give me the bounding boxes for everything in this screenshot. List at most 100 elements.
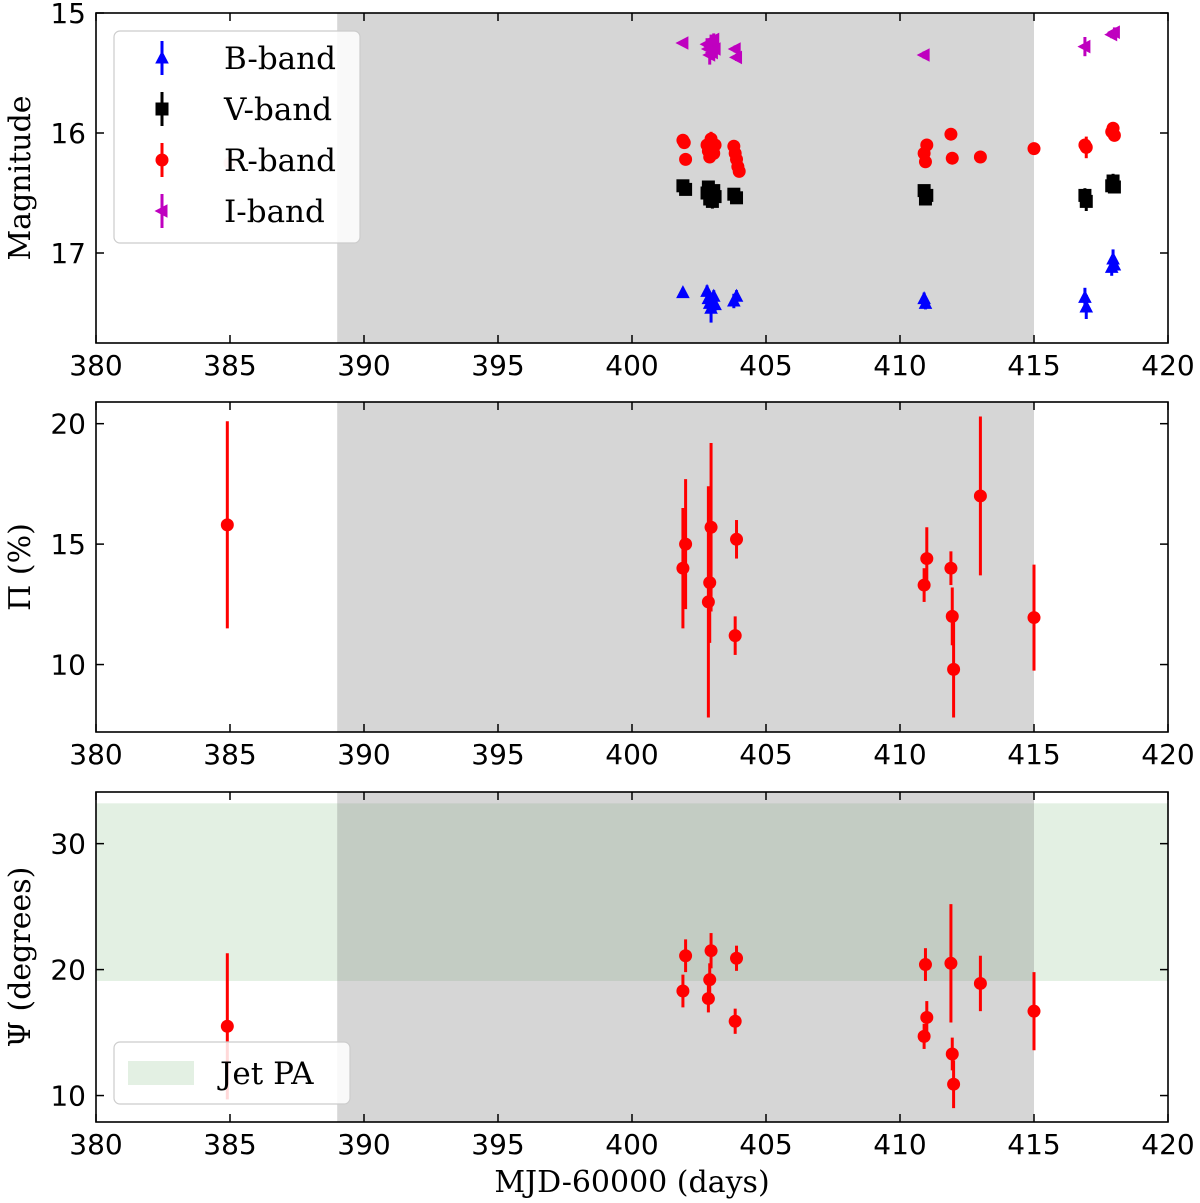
data-point xyxy=(945,151,959,165)
legend: B-band V-band R-band I-band xyxy=(113,30,361,244)
data-point xyxy=(729,288,744,302)
legend-marker xyxy=(155,102,169,116)
data-point xyxy=(920,138,934,152)
data-point xyxy=(918,155,932,169)
series-v-band xyxy=(676,173,1121,211)
data-point xyxy=(701,992,715,1006)
data-point xyxy=(973,489,987,503)
data-point xyxy=(679,949,693,963)
data-point xyxy=(730,532,744,546)
data-point xyxy=(1079,140,1093,154)
data-point xyxy=(679,182,693,196)
data-point xyxy=(945,1047,959,1061)
data-point xyxy=(1107,180,1121,194)
x-tick-label: 390 xyxy=(337,1128,390,1161)
x-tick-label: 420 xyxy=(1141,349,1194,382)
data-point xyxy=(708,297,722,311)
data-point xyxy=(732,164,746,178)
data-point xyxy=(727,42,741,56)
data-point xyxy=(944,127,958,141)
y-tick-label: 15 xyxy=(50,528,86,561)
x-tick-label: 380 xyxy=(69,349,122,382)
legend-label: V-band xyxy=(223,92,332,128)
data-point xyxy=(729,50,743,65)
series-r-band xyxy=(220,904,1041,1109)
data-point xyxy=(679,537,693,551)
data-point xyxy=(708,190,722,204)
data-point xyxy=(918,295,933,309)
data-point xyxy=(703,973,717,987)
data-point xyxy=(1027,1004,1041,1018)
data-point xyxy=(676,285,690,299)
data-point xyxy=(920,552,934,566)
panel-polarization-angle: 380 385 390 395 400 405 410 415 420 10 20 30 Ψ (degr… xyxy=(3,791,1195,1200)
x-tick-label: 395 xyxy=(471,1128,524,1161)
x-tick-label: 385 xyxy=(203,738,256,771)
data-point xyxy=(1079,299,1094,313)
legend-label: Jet PA xyxy=(217,1056,314,1092)
jet-pa-band xyxy=(96,803,1168,981)
x-tick-label: 405 xyxy=(739,1128,792,1161)
x-tick-label: 400 xyxy=(605,349,658,382)
data-point xyxy=(704,520,718,534)
data-point xyxy=(973,976,987,990)
data-point xyxy=(220,1019,234,1033)
data-point xyxy=(947,1077,961,1091)
shaded-interval xyxy=(337,13,1034,343)
data-point xyxy=(1107,128,1121,142)
data-point xyxy=(677,136,691,150)
legend-label: B-band xyxy=(224,41,336,77)
x-tick-label: 390 xyxy=(337,349,390,382)
x-tick-label: 400 xyxy=(605,738,658,771)
y-tick-label: 10 xyxy=(50,649,86,682)
data-point xyxy=(700,283,714,297)
series-i-band xyxy=(675,25,1120,65)
data-point xyxy=(1027,142,1041,156)
panel-polarization-degree: 380 385 390 395 400 405 410 415 420 10 15 20 Π (%) xyxy=(3,401,1195,771)
legend: Jet PA xyxy=(113,1041,351,1105)
x-tick-label: 405 xyxy=(739,738,792,771)
data-point xyxy=(675,36,689,50)
data-point xyxy=(679,152,693,166)
data-point xyxy=(220,518,234,532)
x-tick-label: 420 xyxy=(1141,738,1194,771)
x-tick-label: 400 xyxy=(605,1128,658,1161)
data-point xyxy=(944,561,958,575)
data-point xyxy=(730,951,744,965)
legend-marker xyxy=(155,50,169,64)
data-point xyxy=(704,944,718,958)
data-point xyxy=(730,191,744,205)
x-tick-label: 420 xyxy=(1141,1128,1194,1161)
x-tick-label: 380 xyxy=(69,1128,122,1161)
x-tick-label: 415 xyxy=(1007,738,1060,771)
legend-box xyxy=(113,30,361,244)
panel-magnitude: 380 385 390 395 400 405 410 415 420 15 16 17 Magnitu… xyxy=(3,0,1195,382)
data-point xyxy=(1106,25,1120,39)
x-tick-label: 410 xyxy=(873,738,926,771)
y-tick-label: 30 xyxy=(50,828,86,861)
legend-box xyxy=(113,1041,351,1105)
x-tick-label: 410 xyxy=(873,1128,926,1161)
series-b-band xyxy=(676,249,1122,323)
series-r-band xyxy=(223,121,1121,178)
legend-label: R-band xyxy=(224,143,336,179)
data-point xyxy=(1107,257,1122,271)
y-axis-label: Magnitude xyxy=(3,95,38,260)
legend-marker xyxy=(154,204,168,218)
x-tick-label: 415 xyxy=(1007,1128,1060,1161)
y-axis-label: Π (%) xyxy=(3,523,38,611)
data-point xyxy=(918,958,932,972)
x-axis-label: MJD-60000 (days) xyxy=(494,1165,769,1200)
data-point xyxy=(920,188,934,202)
data-point xyxy=(945,609,959,623)
y-tick-label: 15 xyxy=(50,0,86,30)
x-tick-label: 405 xyxy=(739,349,792,382)
data-point xyxy=(676,984,690,998)
y-tick-label: 16 xyxy=(50,117,86,150)
x-tick-label: 385 xyxy=(203,1128,256,1161)
x-tick-label: 385 xyxy=(203,349,256,382)
series-r-band xyxy=(220,416,1041,718)
data-point xyxy=(917,1029,931,1043)
x-tick-label: 390 xyxy=(337,738,390,771)
